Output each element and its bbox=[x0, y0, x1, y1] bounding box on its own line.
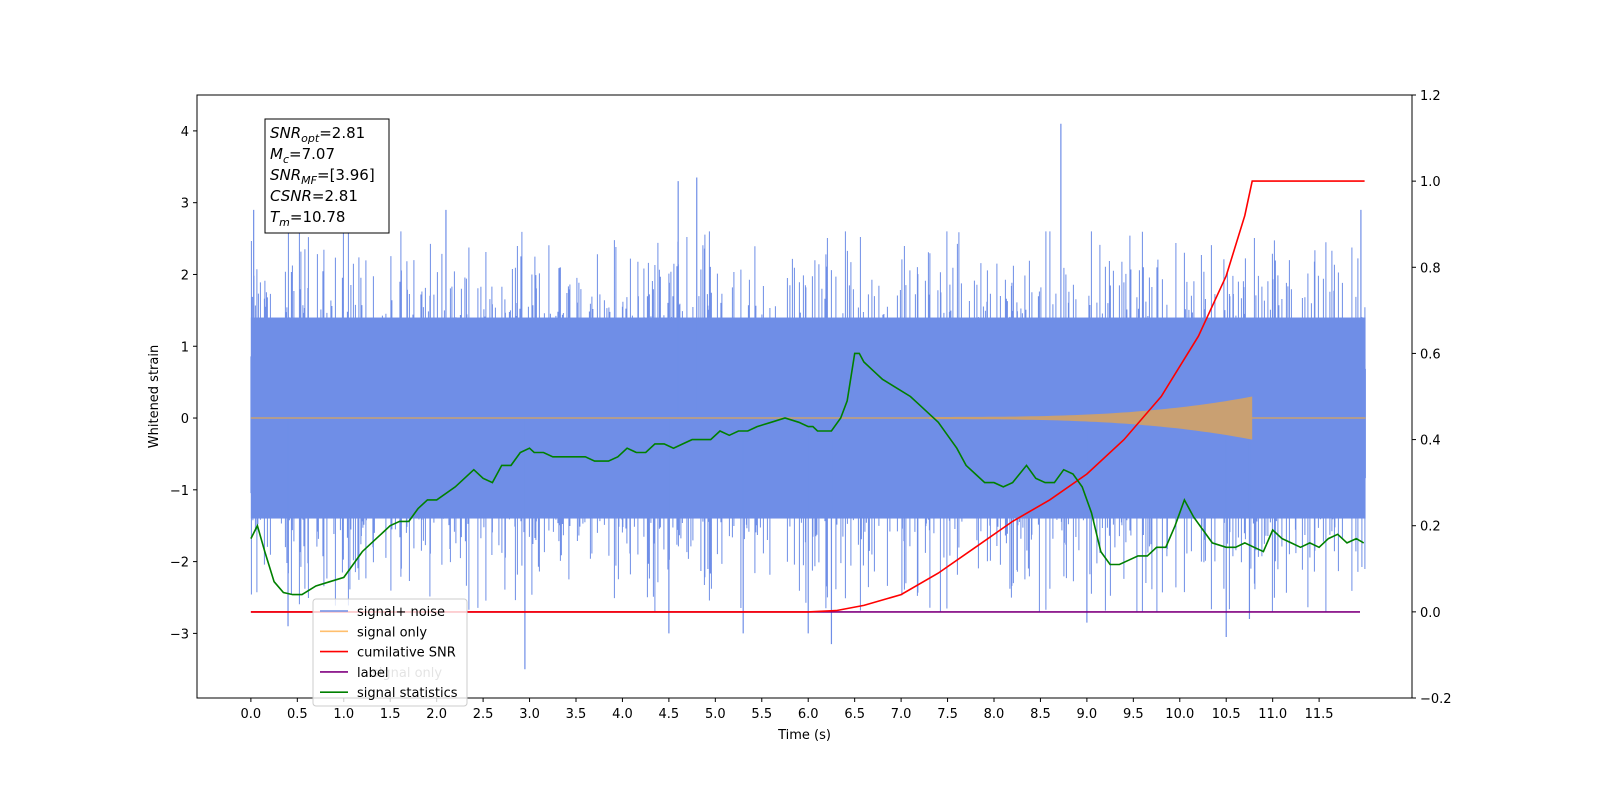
x-tick-label: 4.0 bbox=[612, 707, 633, 722]
legend-label: signal statistics bbox=[357, 686, 458, 701]
x-tick-label: 7.0 bbox=[891, 707, 912, 722]
info-line: Tm=10.78 bbox=[270, 208, 345, 229]
y-axis-label: Whitened strain bbox=[147, 345, 162, 448]
x-tick-label: 2.5 bbox=[473, 707, 494, 722]
info-line: Mc=7.07 bbox=[270, 145, 335, 166]
signal-envelope bbox=[929, 396, 1253, 440]
y-tick-label: 0 bbox=[181, 412, 189, 427]
x-tick-label: 8.0 bbox=[984, 707, 1005, 722]
y-tick-label: −1 bbox=[170, 484, 189, 499]
signal-only-series bbox=[250, 396, 1366, 440]
x-tick-label: 11.5 bbox=[1305, 707, 1334, 722]
x-tick-label: 7.5 bbox=[937, 707, 958, 722]
y-tick-label: −3 bbox=[170, 627, 189, 642]
info-line: SNRopt=2.81 bbox=[270, 124, 365, 145]
x-tick-label: 3.0 bbox=[519, 707, 540, 722]
y-tick-label: 2 bbox=[181, 268, 189, 283]
x-tick-label: 8.5 bbox=[1030, 707, 1051, 722]
y-tick-label: 1 bbox=[181, 340, 189, 355]
legend-label: label bbox=[357, 666, 388, 681]
x-tick-label: 3.5 bbox=[566, 707, 587, 722]
y-right-tick-label: 0.6 bbox=[1420, 347, 1441, 362]
y-right-tick-label: −0.2 bbox=[1420, 692, 1452, 707]
legend-frame bbox=[312, 598, 468, 707]
x-tick-label: 5.0 bbox=[705, 707, 726, 722]
x-tick-label: 4.5 bbox=[659, 707, 680, 722]
y-right-tick-label: 0.0 bbox=[1420, 606, 1441, 621]
x-tick-label: 6.5 bbox=[844, 707, 865, 722]
x-tick-label: 1.5 bbox=[380, 707, 401, 722]
y-right-tick-label: 1.2 bbox=[1420, 89, 1441, 104]
y-tick-label: 3 bbox=[181, 197, 189, 212]
legend-label: signal+ noise bbox=[357, 605, 445, 620]
y-right-tick-label: 0.8 bbox=[1420, 261, 1441, 276]
y-axis-left: −3 −2 −1 0 1 2 3 4 bbox=[170, 125, 197, 642]
y-tick-label: −2 bbox=[170, 556, 189, 571]
y-right-tick-label: 1.0 bbox=[1420, 175, 1441, 190]
info-box-frame bbox=[264, 118, 390, 234]
x-tick-label: 9.5 bbox=[1123, 707, 1144, 722]
x-tick-label: 9.0 bbox=[1077, 707, 1098, 722]
x-tick-label: 5.5 bbox=[751, 707, 772, 722]
x-tick-label: 10.5 bbox=[1212, 707, 1241, 722]
y-right-tick-label: 0.2 bbox=[1420, 520, 1441, 535]
x-tick-label: 0.0 bbox=[241, 707, 262, 722]
x-tick-label: 1.0 bbox=[333, 707, 354, 722]
legend-label: cumilative SNR bbox=[357, 646, 456, 661]
cumulative-snr-line bbox=[250, 180, 1365, 613]
plot-frame bbox=[196, 94, 1413, 699]
legend-label: signal only bbox=[357, 625, 427, 640]
x-tick-label: 10.0 bbox=[1165, 707, 1194, 722]
x-tick-label: 0.5 bbox=[287, 707, 308, 722]
x-tick-label: 6.0 bbox=[798, 707, 819, 722]
signal-statistics-line bbox=[250, 352, 1365, 596]
y-axis-right: −0.2 0.0 0.2 0.4 0.6 0.8 1.0 1.2 bbox=[1412, 89, 1452, 707]
signal-noise-series bbox=[250, 123, 1366, 670]
x-axis: 0.0 0.5 1.0 1.5 2.0 2.5 3.0 3.5 4.0 4.5 5.0 5.5 6.0 6… bbox=[241, 698, 1334, 722]
x-tick-label: 2.0 bbox=[426, 707, 447, 722]
y-right-tick-label: 0.4 bbox=[1420, 434, 1441, 449]
x-tick-label: 11.0 bbox=[1258, 707, 1287, 722]
x-axis-label: Time (s) bbox=[777, 728, 831, 743]
info-line: CSNR=2.81 bbox=[270, 187, 358, 205]
info-line: SNRMF=[3.96] bbox=[270, 166, 375, 187]
y-tick-label: 4 bbox=[181, 125, 189, 140]
